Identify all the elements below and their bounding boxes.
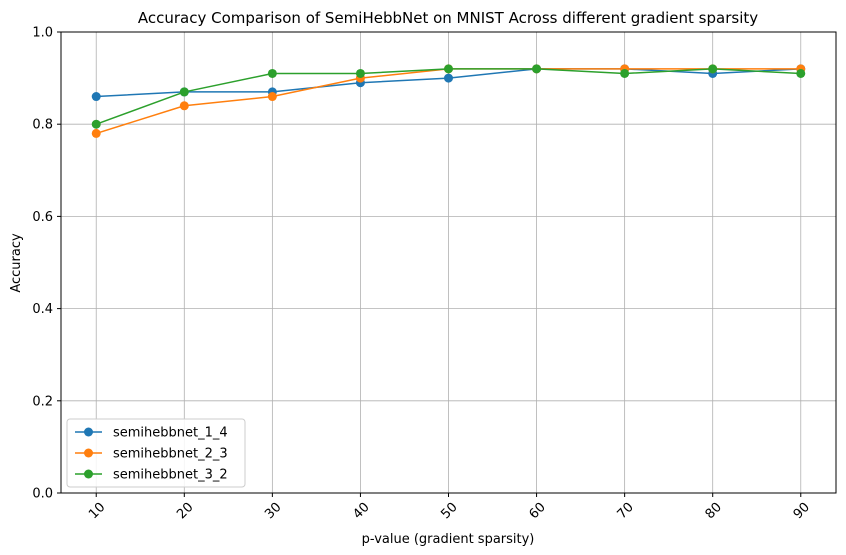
y-axis-label: Accuracy xyxy=(9,233,24,293)
data-point xyxy=(179,101,189,111)
y-tick-label: 0.8 xyxy=(32,118,53,133)
series-semihebbnet_3_2 xyxy=(91,64,806,129)
data-point xyxy=(708,64,718,74)
x-axis-label: p-value (gradient sparsity) xyxy=(362,532,535,547)
legend-marker xyxy=(84,448,93,458)
data-point xyxy=(267,92,277,102)
chart-title: Accuracy Comparison of SemiHebbNet on MN… xyxy=(138,9,758,27)
legend-item: semihebbnet_2_3 xyxy=(75,447,228,462)
legend: semihebbnet_1_4 semihebbnet_2_3 semihebbne… xyxy=(66,418,246,488)
data-point xyxy=(444,64,453,74)
data-point xyxy=(91,92,101,102)
data-point xyxy=(91,119,101,129)
legend-box xyxy=(66,418,246,488)
legend-item: semihebbnet_1_4 xyxy=(75,426,228,441)
legend-label: semihebbnet_1_4 xyxy=(113,426,228,441)
data-point xyxy=(355,68,365,78)
data-point xyxy=(444,73,453,83)
legend-label: semihebbnet_2_3 xyxy=(113,447,228,462)
legend-label: semihebbnet_3_2 xyxy=(113,468,228,483)
series-lines xyxy=(91,64,806,138)
data-point xyxy=(267,68,277,78)
data-point xyxy=(179,87,189,97)
legend-marker xyxy=(84,427,93,437)
data-point xyxy=(620,68,630,78)
data-point xyxy=(91,128,101,138)
y-tick-label: 0.0 xyxy=(32,487,53,502)
data-point xyxy=(796,68,806,78)
y-tick-label: 0.6 xyxy=(32,210,53,225)
y-tick-label: 1.0 xyxy=(32,26,53,41)
legend-item: semihebbnet_3_2 xyxy=(75,468,228,483)
legend-marker xyxy=(84,469,93,479)
y-tick-label: 0.2 xyxy=(32,394,53,409)
data-point xyxy=(532,64,542,74)
y-tick-label: 0.4 xyxy=(32,302,53,317)
